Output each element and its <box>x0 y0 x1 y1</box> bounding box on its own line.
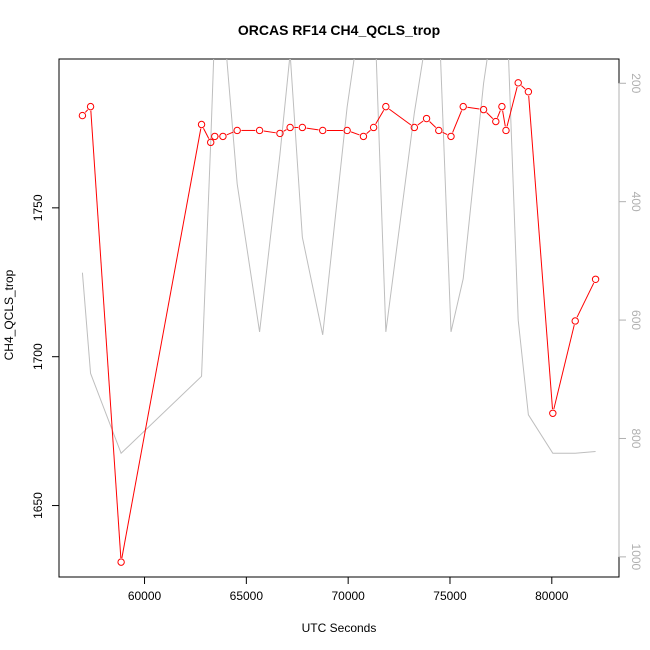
data-point <box>117 558 125 566</box>
series-line-segment <box>496 110 501 118</box>
data-point <box>298 123 307 132</box>
data-point <box>286 123 294 132</box>
data-point <box>207 138 215 147</box>
series-line-segment <box>502 110 506 127</box>
data-point <box>447 132 455 141</box>
data-point <box>276 129 284 138</box>
series-line-segment <box>375 110 385 125</box>
series-line-segment <box>452 110 463 133</box>
y-tick-label: 1650 <box>31 492 45 519</box>
data-point <box>382 102 390 111</box>
data-point <box>86 102 95 111</box>
data-point <box>410 123 419 132</box>
series-line-segment <box>226 131 234 136</box>
series-line-segment <box>121 128 202 559</box>
data-point <box>319 126 327 135</box>
data-point <box>591 275 600 283</box>
data-point <box>359 132 368 141</box>
data-point <box>197 120 206 129</box>
y-axis-label: CH4_QCLS_trop <box>2 269 16 360</box>
data-point <box>211 132 219 141</box>
series-line-segment <box>350 131 360 136</box>
series-line-segment <box>388 108 412 126</box>
data-point <box>219 132 227 141</box>
data-point <box>422 114 431 123</box>
y2-tick-label: 1000 <box>629 544 643 571</box>
y-tick-label: 1700 <box>31 343 45 370</box>
series-line-segment <box>90 110 122 558</box>
series-layer <box>78 59 600 566</box>
series-line-segment <box>528 95 553 410</box>
y-tick-label: 1750 <box>31 194 45 221</box>
series-line-segment <box>366 129 371 135</box>
x-tick-label: 65000 <box>230 589 264 603</box>
y2-tick-label: 200 <box>629 73 643 93</box>
series-line-segment <box>576 282 595 318</box>
x-tick-label: 80000 <box>535 589 569 603</box>
series-line-segment <box>84 109 89 113</box>
data-point <box>502 126 510 135</box>
series-line-segment <box>306 127 319 131</box>
data-point <box>233 126 241 135</box>
data-point <box>524 88 533 96</box>
series-secondary <box>81 59 596 455</box>
series-line-segment <box>417 120 424 126</box>
data-point <box>435 126 443 135</box>
data-point <box>369 123 378 132</box>
plot-frame <box>58 58 620 578</box>
x-axis-label: UTC Seconds <box>302 621 377 635</box>
series-line-segment <box>442 131 448 136</box>
series-line-segment <box>467 106 480 110</box>
data-point <box>343 126 351 135</box>
data-point <box>459 102 467 111</box>
series-line-segment <box>486 112 494 119</box>
series-primary <box>78 79 600 566</box>
data-point <box>514 79 522 87</box>
data-point <box>492 117 500 126</box>
y2-tick-label: 800 <box>629 428 643 448</box>
data-point <box>479 105 488 114</box>
series-line-segment <box>429 121 437 128</box>
series-line-segment <box>203 128 210 139</box>
x-tick-label: 60000 <box>128 589 162 603</box>
data-point <box>571 317 579 325</box>
series-line <box>81 59 596 455</box>
y2-tick-label: 600 <box>629 310 643 330</box>
series-line-segment <box>283 129 287 132</box>
chart-title: ORCAS RF14 CH4_QCLS_trop <box>238 22 440 38</box>
data-point <box>78 111 87 120</box>
x-tick-label: 70000 <box>331 589 365 603</box>
x-tick-label: 75000 <box>433 589 467 603</box>
data-point <box>498 102 506 111</box>
series-line-segment <box>553 324 575 410</box>
data-point <box>549 409 557 417</box>
axes: 60000 65000 70000 75000 80000 1650 1700 1750 200… <box>31 73 643 603</box>
y2-tick-label: 400 <box>629 192 643 212</box>
data-point <box>255 126 264 135</box>
series-line-segment <box>521 85 526 90</box>
series-line-segment <box>263 130 276 134</box>
series-line-segment <box>506 86 518 127</box>
